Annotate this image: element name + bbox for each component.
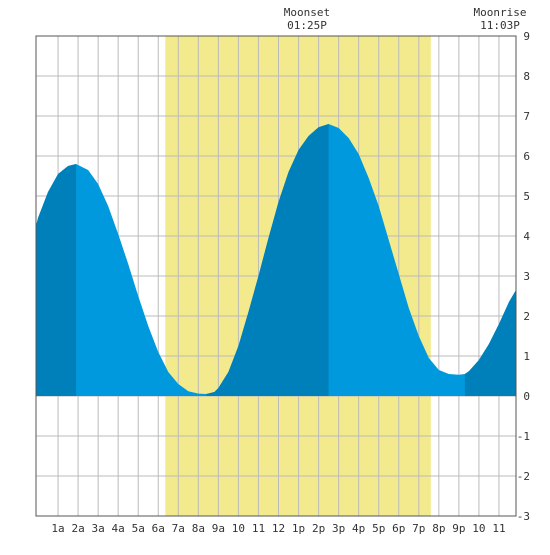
- y-tick-label: 0: [523, 390, 530, 403]
- x-tick-label: 7p: [412, 522, 425, 535]
- x-tick-label: 5a: [132, 522, 145, 535]
- x-tick-label: 5p: [372, 522, 385, 535]
- x-tick-label: 10: [232, 522, 245, 535]
- tide-area-rising: [206, 124, 329, 396]
- x-tick-label: 11: [492, 522, 505, 535]
- x-tick-label: 10: [472, 522, 485, 535]
- moon-event-time: 11:03P: [480, 19, 520, 32]
- y-tick-label: 7: [523, 110, 530, 123]
- plot-frame: [35, 35, 517, 517]
- y-tick-label: 5: [523, 190, 530, 203]
- x-tick-label: 12: [272, 522, 285, 535]
- y-tick-label: 3: [523, 270, 530, 283]
- x-tick-label: 2p: [312, 522, 325, 535]
- x-tick-label: 7a: [172, 522, 185, 535]
- moon-event-time: 01:25P: [287, 19, 327, 32]
- y-tick-label: 1: [523, 350, 530, 363]
- y-tick-label: 8: [523, 70, 530, 83]
- tide-area-rising: [36, 164, 77, 396]
- y-tick-label: 4: [523, 230, 530, 243]
- y-tick-label: -2: [517, 470, 530, 483]
- x-tick-label: 1p: [292, 522, 305, 535]
- y-tick-label: 6: [523, 150, 530, 163]
- y-tick-label: -1: [517, 430, 530, 443]
- x-tick-label: 8p: [432, 522, 445, 535]
- x-tick-label: 4a: [112, 522, 125, 535]
- x-tick-label: 6a: [152, 522, 165, 535]
- x-tick-label: 3p: [332, 522, 345, 535]
- moon-event-label: Moonset: [284, 6, 330, 19]
- y-tick-label: -3: [517, 510, 530, 523]
- x-tick-label: 4p: [352, 522, 365, 535]
- x-tick-label: 6p: [392, 522, 405, 535]
- x-tick-label: 1a: [51, 522, 64, 535]
- x-tick-label: 9a: [212, 522, 225, 535]
- x-tick-label: 8a: [192, 522, 205, 535]
- tide-area-rising: [464, 290, 516, 396]
- x-tick-label: 2a: [71, 522, 84, 535]
- x-tick-label: 3a: [92, 522, 105, 535]
- y-tick-label: 9: [523, 30, 530, 43]
- x-tick-label: 9p: [452, 522, 465, 535]
- x-tick-label: 11: [252, 522, 265, 535]
- moon-event-label: Moonrise: [473, 6, 526, 19]
- y-tick-label: 2: [523, 310, 530, 323]
